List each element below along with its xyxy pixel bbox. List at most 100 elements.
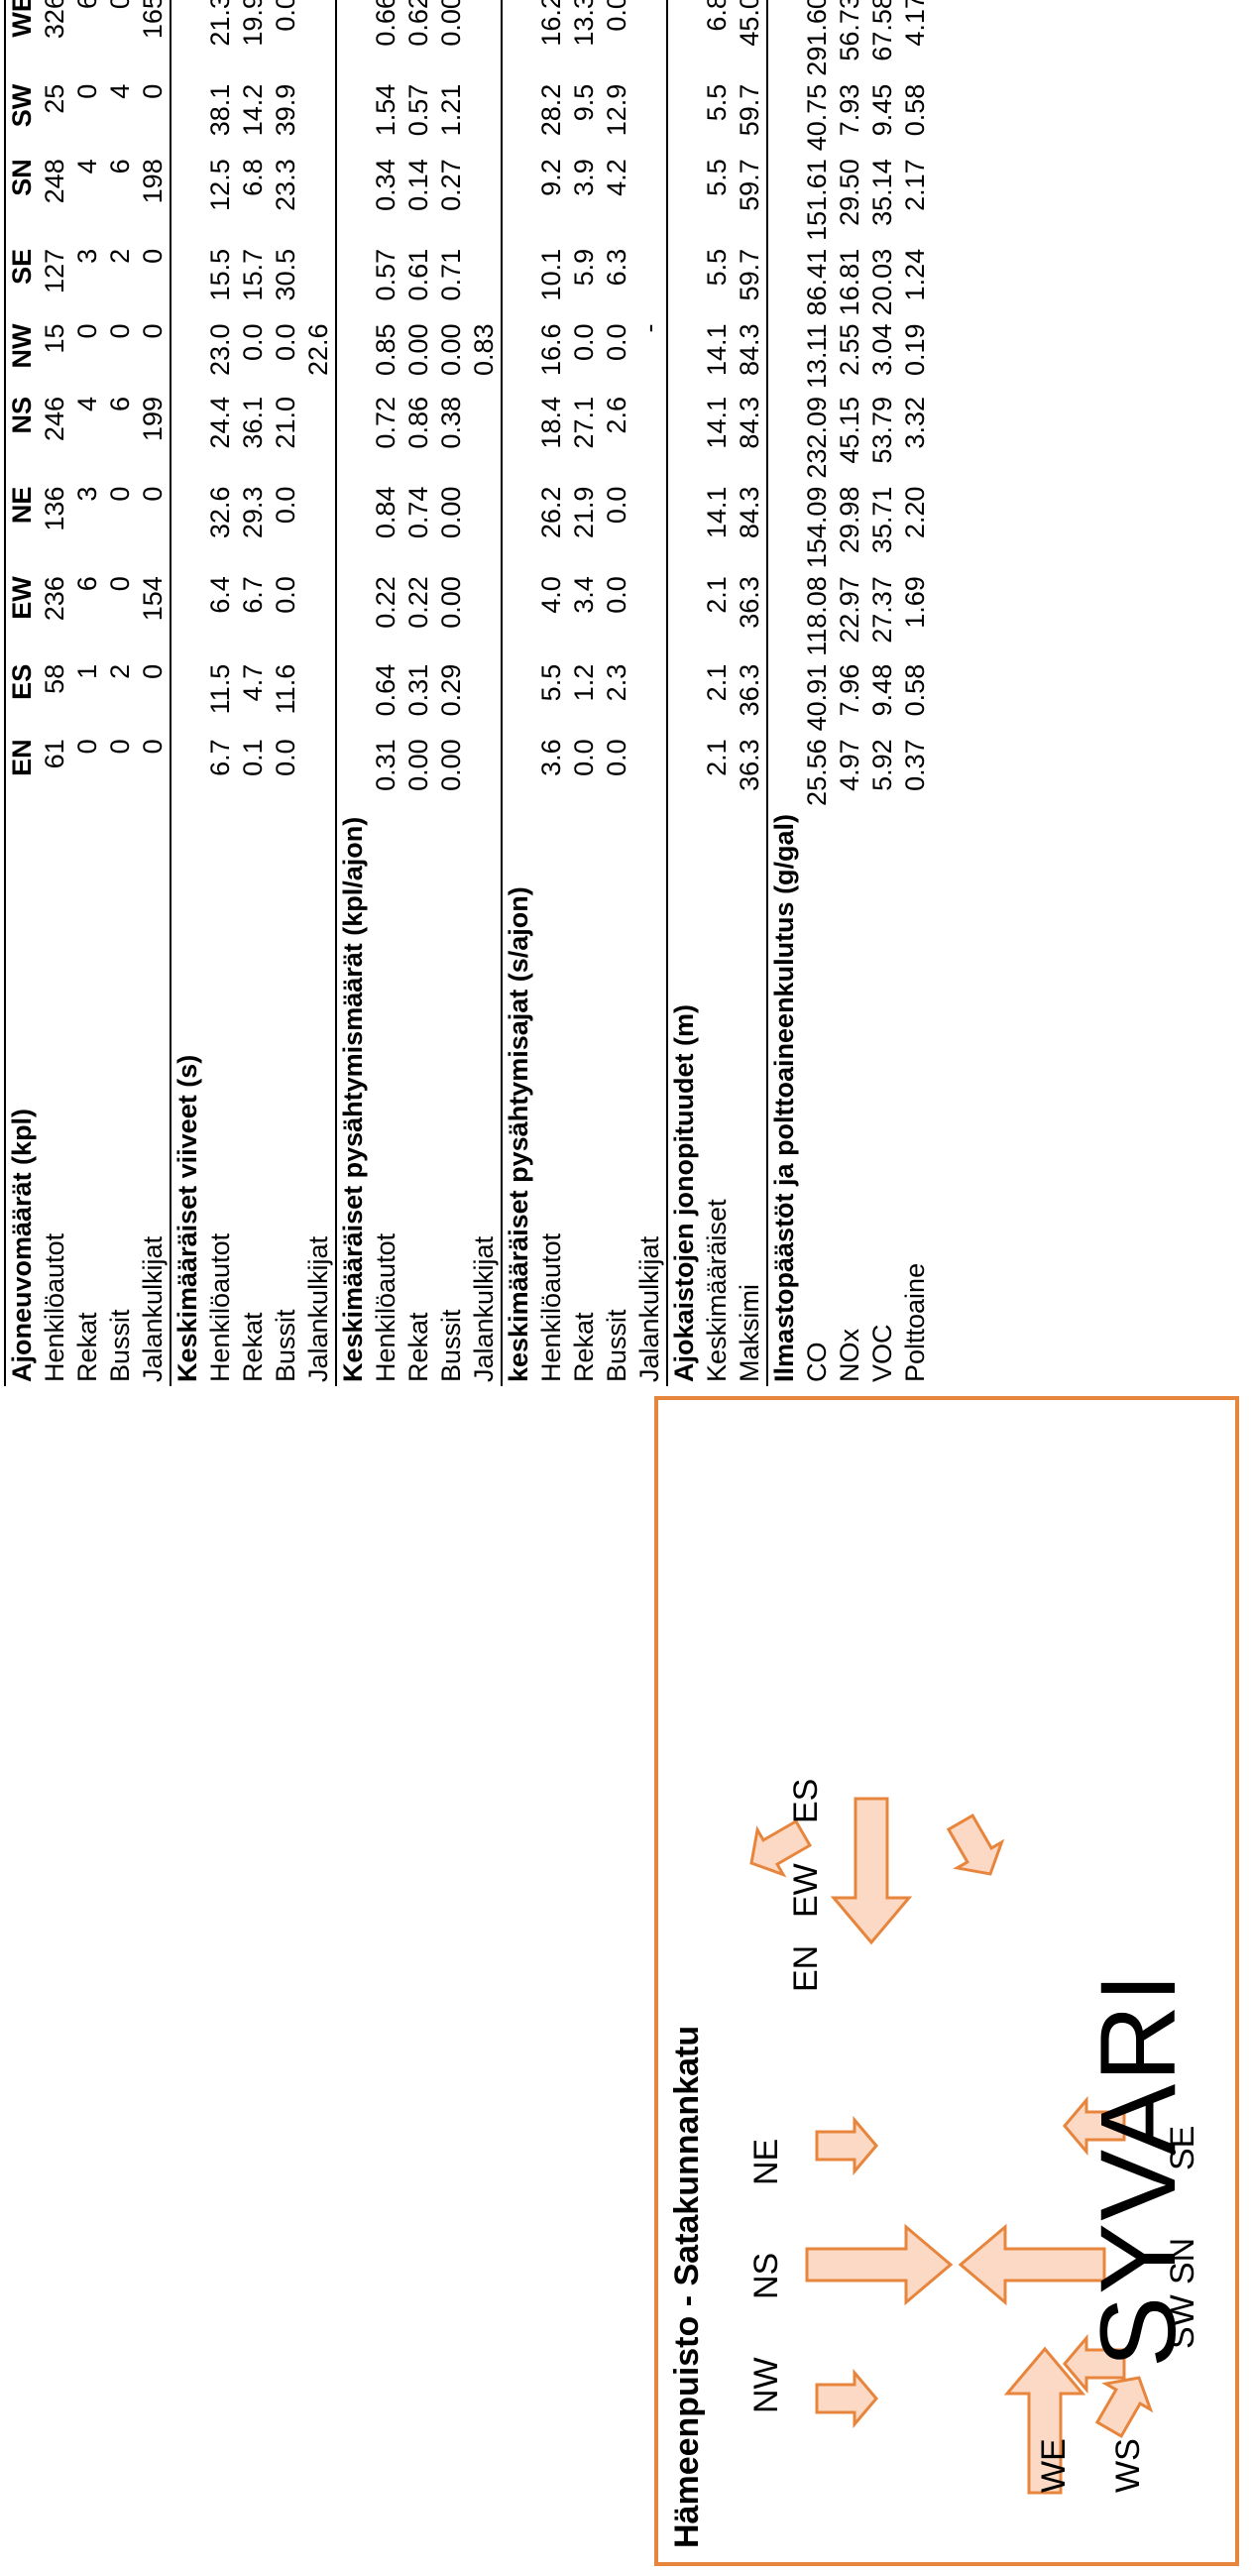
empty-cell <box>336 393 370 483</box>
section-title: Keskimääräiset pysähtymismäärät (kpl/ajo… <box>336 809 370 1386</box>
table-cell: 45.0 <box>735 0 764 47</box>
table-cell: 21.3 <box>205 0 235 47</box>
empty-cell <box>502 572 535 660</box>
empty-cell <box>336 79 370 156</box>
table-cell: 2.3 <box>602 663 631 702</box>
footer-label: SYVARI <box>1078 1970 1197 2368</box>
row-label: Henkilöautot <box>536 1232 566 1382</box>
table-cell: 0.71 <box>436 248 466 301</box>
table-cell: 25 <box>40 83 69 114</box>
table-cell <box>468 245 502 320</box>
empty-cell <box>667 482 701 573</box>
table-cell: 59.7 <box>735 159 764 211</box>
table-cell: 0.61 <box>403 248 433 301</box>
empty-cell <box>171 482 204 573</box>
table-cell: 0.0 <box>271 486 300 525</box>
table-cell: 1.54 <box>371 83 400 137</box>
table-cell: 0.31 <box>403 663 433 717</box>
table-cell: 0.72 <box>371 397 400 449</box>
table-cell: 232.09 <box>802 397 832 479</box>
section-header-row: Ilmastopäästöt ja polttoaineenkulutus (g… <box>767 0 801 1386</box>
label-en: EN <box>787 1944 825 1992</box>
table-cell: 15.5 <box>205 248 235 301</box>
table-cell <box>468 735 502 810</box>
table-cell: 6 <box>72 576 102 592</box>
empty-cell <box>502 319 535 394</box>
table-cell: 2 <box>105 248 135 264</box>
table-cell: 0.0 <box>602 0 631 32</box>
empty-cell <box>767 735 801 810</box>
empty-cell <box>171 393 204 483</box>
table-cell: 0.0 <box>271 576 300 614</box>
empty-cell <box>667 0 701 80</box>
table-cell: 0.74 <box>403 486 433 539</box>
row-label: Maksimi <box>735 1284 764 1382</box>
table-cell: 6.7 <box>238 576 268 614</box>
table-cell: 0 <box>105 323 135 339</box>
table-cell <box>633 572 667 660</box>
section-header-row: Keskimääräiset viiveet (s) <box>171 0 204 1386</box>
empty-cell <box>336 572 370 660</box>
table-cell: 2.1 <box>702 739 732 776</box>
table-cell: 0.66 <box>371 0 400 47</box>
table-cell: 13.11 <box>802 323 832 390</box>
table-cell: 0 <box>72 323 102 339</box>
table-cell: 6.4 <box>205 576 235 614</box>
arrow-ew-straight <box>830 1797 913 1945</box>
table-cell: 32.6 <box>205 486 235 539</box>
table-cell: 0.29 <box>436 663 466 717</box>
section-header-row: keskimääräiset pysähtymisajat (s/ajon) <box>502 0 535 1386</box>
table-cell: 0 <box>105 0 135 10</box>
table-cell: 86.41 <box>802 248 832 316</box>
table-cell <box>468 155 502 245</box>
table-cell: 0.0 <box>271 323 300 361</box>
table-row: Rekat01634034061 <box>71 0 104 1386</box>
table-cell: 58 <box>40 663 69 694</box>
table-cell: 18.4 <box>536 397 566 449</box>
table-row: Henkilöautot 3.6 5.5 4.0 26.2 18.4 16.6 10.1 9.2… <box>535 0 568 1386</box>
label-es: ES <box>787 1778 825 1823</box>
table-cell: 1.24 <box>900 248 930 301</box>
table-row: Henkilöautot 0.31 0.64 0.22 0.84 0.72 0.85 0.57… <box>370 0 402 1386</box>
section-title: Ilmastopäästöt ja polttoaineenkulutus (g… <box>767 809 801 1386</box>
table-cell: 0 <box>105 739 135 755</box>
row-label: Rekat <box>72 1312 102 1382</box>
table-cell <box>302 735 336 810</box>
empty-cell <box>767 659 801 736</box>
table-cell: 27.1 <box>569 397 599 449</box>
table-cell: 0 <box>138 663 168 679</box>
table-cell: 0.57 <box>403 83 433 137</box>
table-cell: 165 <box>138 0 168 40</box>
table-cell: 15.7 <box>238 248 268 301</box>
table-cell <box>633 393 667 483</box>
table-cell: 9.5 <box>569 83 599 122</box>
table-cell <box>633 483 667 573</box>
row-label: Rekat <box>403 1312 433 1382</box>
column-header: SE <box>5 244 39 320</box>
label-ns: NS <box>747 2252 785 2299</box>
table-cell: 40.91 <box>802 663 832 732</box>
table-cell: 1.69 <box>900 576 930 629</box>
section-title: keskimääräiset pysähtymisajat (s/ajon) <box>502 809 535 1386</box>
table-cell <box>302 155 336 245</box>
table-cell: 53.79 <box>867 397 897 464</box>
table-cell: 15 <box>40 323 69 354</box>
table-cell: 2.1 <box>702 576 732 614</box>
table-cell: 4.17 <box>900 0 930 47</box>
empty-cell <box>502 244 535 320</box>
table-cell: 14.1 <box>702 323 732 377</box>
table-cell: 10.1 <box>536 248 566 301</box>
table-cell: 84.3 <box>735 486 764 539</box>
table-cell: 0 <box>72 739 102 755</box>
empty-cell <box>767 244 801 320</box>
table-cell: 4.2 <box>602 159 631 196</box>
table-cell: 14.2 <box>238 83 268 137</box>
table-cell <box>302 393 336 483</box>
table-cell: 11.5 <box>205 663 235 715</box>
table-cell <box>633 735 667 810</box>
empty-cell <box>336 482 370 573</box>
table-cell: 5.5 <box>702 83 732 122</box>
table-row: VOC 5.92 9.48 27.37 35.71 53.79 3.04 20.03 35.14… <box>866 0 899 1386</box>
table-cell: 3.4 <box>569 576 599 614</box>
table-cell: 0 <box>138 739 168 755</box>
